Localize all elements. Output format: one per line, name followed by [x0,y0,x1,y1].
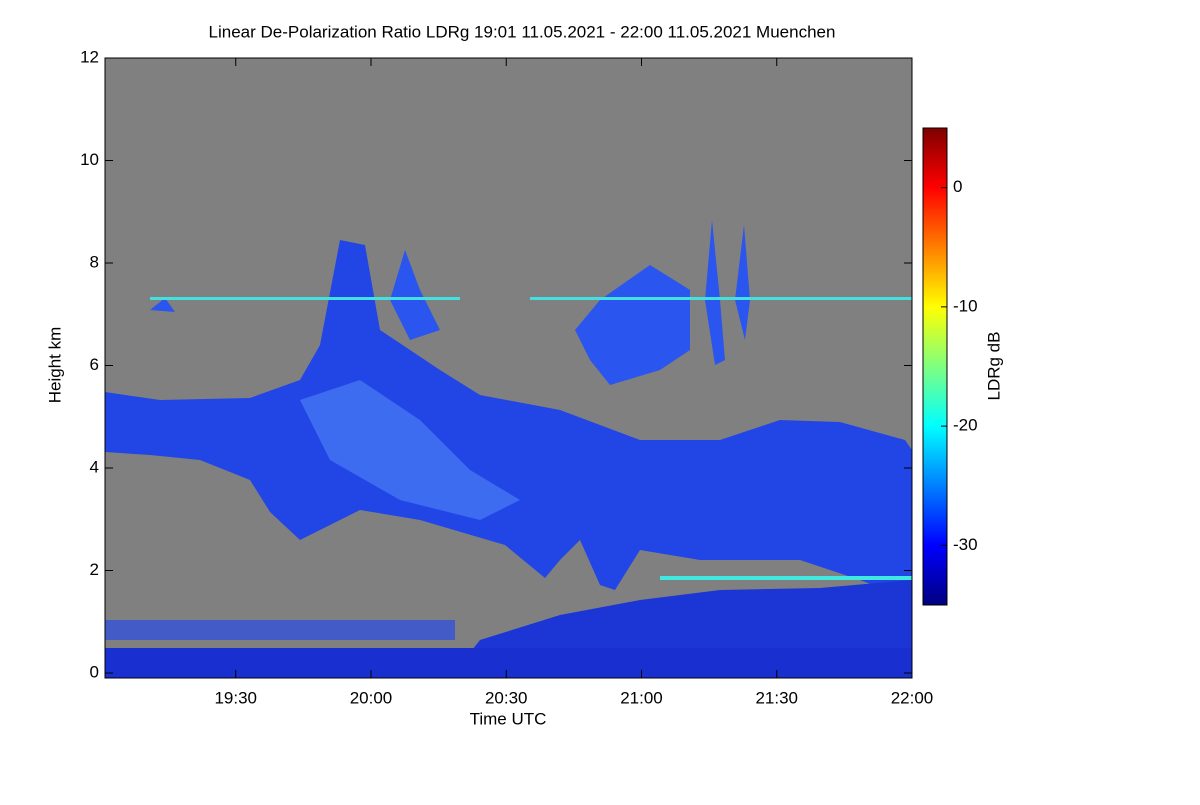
y-tick-label: 6 [90,355,99,374]
x-tick-label: 20:30 [485,688,528,707]
chart-title: Linear De-Polarization Ratio LDRg 19:01 … [209,22,836,41]
colorbar-tick-label: -20 [953,416,978,435]
x-tick-label: 21:00 [620,688,663,707]
x-tick-label: 19:30 [214,688,257,707]
echo-region [735,225,750,340]
colorbar-tick-label: 0 [953,177,962,196]
echo-region [105,620,455,640]
colorbar-tick-label: -10 [953,296,978,315]
y-tick-label: 2 [90,560,99,579]
echo-region [575,265,690,385]
x-tick-label: 22:00 [891,688,934,707]
echo-region [150,297,460,300]
x-axis-label: Time UTC [470,709,547,728]
y-tick-label: 4 [90,457,99,476]
x-tick-label: 21:30 [755,688,798,707]
plot-background [105,58,912,678]
y-axis-label: Height km [45,327,64,404]
x-tick-label: 20:00 [350,688,393,707]
echo-region [300,380,520,520]
echo-region [105,648,912,678]
colorbar-label: LDRg dB [984,332,1003,401]
echo-region [660,576,912,580]
echo-region [705,220,725,365]
colorbar [922,127,948,606]
colorbar-tick-label: -30 [953,535,978,554]
y-tick-label: 0 [90,662,99,681]
echo-region [150,298,175,312]
y-tick-label: 12 [80,47,99,66]
echo-region [105,240,912,600]
echo-region [530,297,912,300]
y-tick-label: 8 [90,252,99,271]
y-tick-label: 10 [80,150,99,169]
plot-frame [104,57,913,679]
echo-region [390,250,440,340]
echo-field [105,220,912,678]
